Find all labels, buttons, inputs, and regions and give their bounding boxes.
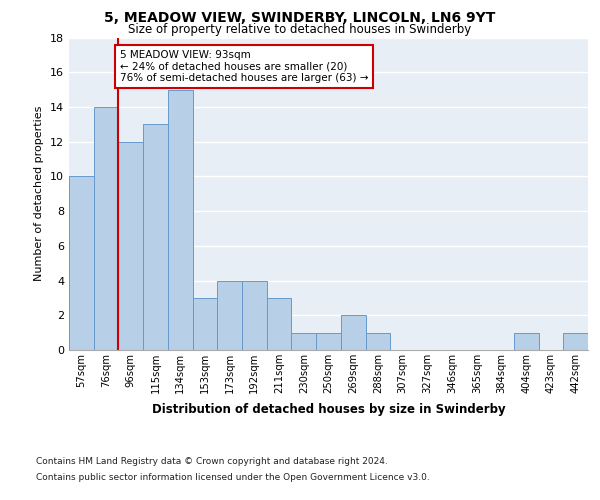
Text: 5, MEADOW VIEW, SWINDERBY, LINCOLN, LN6 9YT: 5, MEADOW VIEW, SWINDERBY, LINCOLN, LN6 … — [104, 11, 496, 25]
Bar — [69, 176, 94, 350]
Bar — [514, 332, 539, 350]
Bar — [118, 142, 143, 350]
Bar — [292, 332, 316, 350]
Text: Contains HM Land Registry data © Crown copyright and database right 2024.: Contains HM Land Registry data © Crown c… — [36, 458, 388, 466]
Bar — [143, 124, 168, 350]
Bar — [193, 298, 217, 350]
Bar — [267, 298, 292, 350]
Text: Contains public sector information licensed under the Open Government Licence v3: Contains public sector information licen… — [36, 472, 430, 482]
Bar — [365, 332, 390, 350]
Bar — [341, 316, 365, 350]
Bar — [217, 280, 242, 350]
Bar — [242, 280, 267, 350]
Bar — [168, 90, 193, 350]
Text: Size of property relative to detached houses in Swinderby: Size of property relative to detached ho… — [128, 22, 472, 36]
Bar — [316, 332, 341, 350]
Text: Distribution of detached houses by size in Swinderby: Distribution of detached houses by size … — [152, 402, 506, 415]
Text: 5 MEADOW VIEW: 93sqm
← 24% of detached houses are smaller (20)
76% of semi-detac: 5 MEADOW VIEW: 93sqm ← 24% of detached h… — [119, 50, 368, 83]
Bar — [563, 332, 588, 350]
Bar — [94, 107, 118, 350]
Y-axis label: Number of detached properties: Number of detached properties — [34, 106, 44, 282]
